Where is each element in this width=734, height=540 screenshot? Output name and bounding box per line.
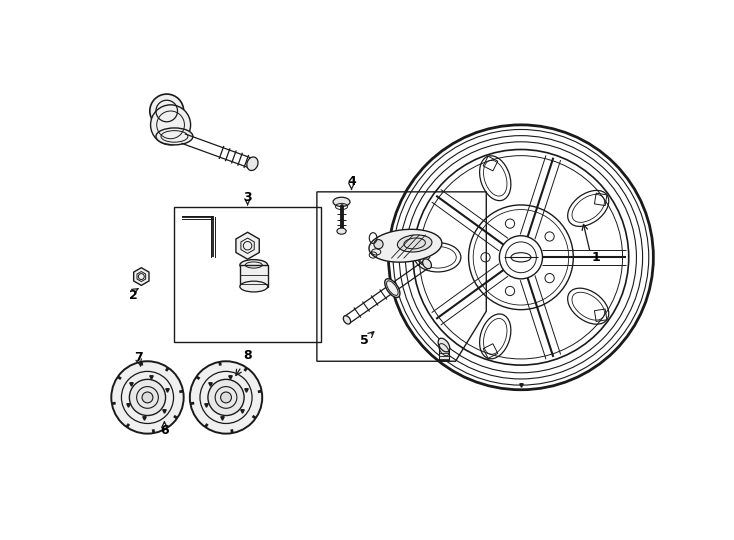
Bar [438,348,449,361]
Ellipse shape [423,259,432,269]
Circle shape [221,392,231,403]
Ellipse shape [397,235,432,252]
Ellipse shape [156,128,193,145]
Polygon shape [236,232,259,259]
Text: 3: 3 [243,191,252,204]
Ellipse shape [344,316,351,324]
Bar [240,265,268,287]
Text: 4: 4 [347,176,356,188]
Text: 6: 6 [160,424,169,437]
Text: 7: 7 [134,351,142,364]
Polygon shape [369,230,442,262]
Polygon shape [134,268,149,286]
Ellipse shape [385,279,400,298]
Text: 5: 5 [360,334,369,347]
Circle shape [208,379,244,416]
Bar [175,207,321,342]
Ellipse shape [333,197,350,206]
Ellipse shape [438,338,450,352]
Ellipse shape [247,157,258,171]
Ellipse shape [337,228,346,234]
Circle shape [374,240,383,249]
Circle shape [142,392,153,403]
Text: 8: 8 [243,349,252,362]
Circle shape [190,361,262,434]
Ellipse shape [240,260,268,271]
Circle shape [129,379,166,416]
Circle shape [150,105,191,145]
Text: 2: 2 [129,289,138,302]
Circle shape [112,361,184,434]
Circle shape [150,94,184,128]
Ellipse shape [240,281,268,292]
Text: 1: 1 [592,251,600,264]
